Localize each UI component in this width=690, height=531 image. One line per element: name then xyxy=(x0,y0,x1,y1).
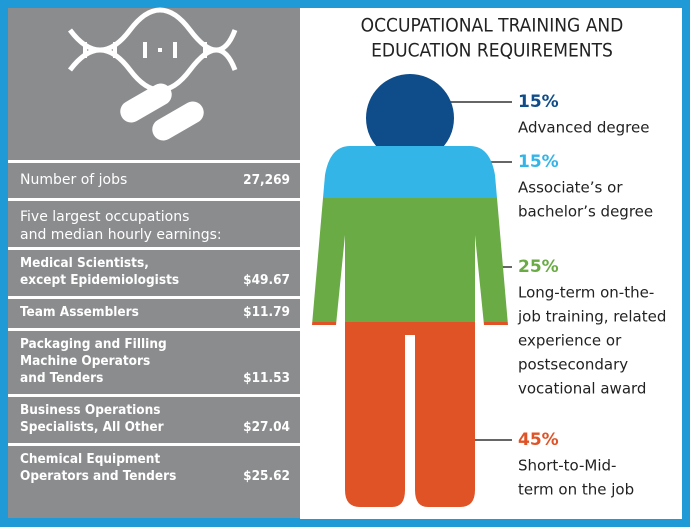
level-text: term on the job xyxy=(518,481,634,499)
title: OCCUPATIONAL TRAINING AND xyxy=(361,15,624,37)
occupation-wage: $25.62 xyxy=(243,468,290,484)
occupation-name: Specialists, All Other xyxy=(20,419,164,435)
occupations-heading: and median hourly earnings: xyxy=(20,227,222,243)
level-text: Advanced degree xyxy=(518,119,649,137)
level-text: Associate’s or xyxy=(518,179,623,197)
occupation-name: and Tenders xyxy=(20,370,103,386)
occupation-wage: $49.67 xyxy=(243,272,290,288)
occupation-wage: $11.53 xyxy=(243,370,290,386)
level-text: experience or xyxy=(518,332,622,350)
left-content: Number of jobs 27,269 Five largest occupat… xyxy=(8,160,300,484)
occupation-name: except Epidemiologists xyxy=(20,272,179,288)
percent: 45% xyxy=(518,430,559,450)
figure-longterm xyxy=(312,198,508,322)
occupation-wage: $27.04 xyxy=(243,419,290,435)
separator xyxy=(8,296,300,299)
occupation-name: Medical Scientists, xyxy=(20,255,149,271)
separator xyxy=(8,160,300,163)
pills-icon xyxy=(120,83,204,141)
level-text: postsecondary xyxy=(518,356,628,374)
level-text: vocational award xyxy=(518,380,646,398)
jobs-value: 27,269 xyxy=(243,172,290,188)
dna-icon xyxy=(68,7,238,93)
level-text: Short-to-Mid- xyxy=(518,457,616,475)
occupation-name: Team Assemblers xyxy=(20,304,139,320)
separator xyxy=(8,443,300,446)
level-text: Long-term on-the- xyxy=(518,284,654,302)
occupation-name: Packaging and Filling xyxy=(20,336,167,352)
title: EDUCATION REQUIREMENTS xyxy=(371,40,613,62)
percent: 25% xyxy=(518,257,559,277)
occupation-name: Machine Operators xyxy=(20,353,150,369)
occupations-heading: Five largest occupations xyxy=(20,209,189,225)
separator xyxy=(8,198,300,201)
occupation-name: Chemical Equipment xyxy=(20,451,160,467)
level-text: job training, related xyxy=(517,308,666,326)
percent: 15% xyxy=(518,152,559,172)
separator xyxy=(8,247,300,250)
figure-associate xyxy=(312,146,508,198)
separator xyxy=(8,394,300,397)
percent: 15% xyxy=(518,92,559,112)
occupation-name: Business Operations xyxy=(20,402,161,418)
occupation-wage: $11.79 xyxy=(243,304,290,320)
separator xyxy=(8,328,300,331)
occupation-name: Operators and Tenders xyxy=(20,468,176,484)
level-text: bachelor’s degree xyxy=(518,203,653,221)
jobs-label: Number of jobs xyxy=(20,172,127,188)
